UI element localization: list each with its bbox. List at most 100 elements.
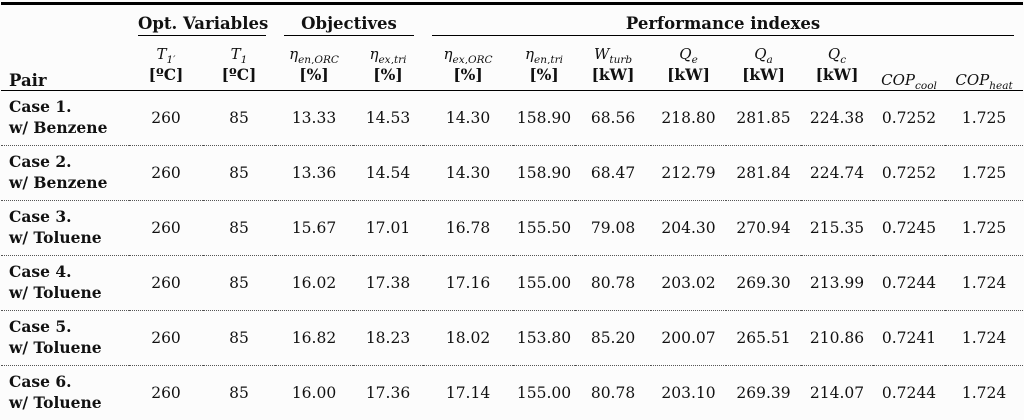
- table-row: Case 4. w/ Toluene 260 85 16.02 17.38 17.16 155…: [1, 255, 1024, 311]
- col-header-eta-en-orc: ηen,ORC: [289, 45, 339, 64]
- col-header-eta-ex-tri: ηex,tri: [369, 45, 407, 64]
- symbol-header-row: T1′ T1 ηen,ORC ηex,tri ηex,ORC ηen,tri W…: [1, 36, 1024, 91]
- unit-label: [ºC]: [203, 64, 275, 91]
- col-header-w-turb: Wturb: [593, 45, 633, 64]
- value-cell: 155.00: [513, 255, 576, 311]
- value-cell: 14.53: [353, 90, 424, 146]
- value-cell: 1.725: [945, 90, 1024, 146]
- value-cell: 210.86: [801, 310, 874, 366]
- pair-cell: Case 1. w/ Benzene: [1, 90, 129, 146]
- value-cell: 13.36: [275, 145, 353, 201]
- value-cell: 17.01: [353, 200, 424, 256]
- table-header: Pair Opt. Variables Objectives Performan…: [1, 3, 1024, 91]
- pair-cell: Case 4. w/ Toluene: [1, 255, 129, 311]
- unit-label: [%]: [423, 64, 514, 91]
- value-cell: 0.7241: [873, 310, 946, 366]
- working-fluid-label: w/ Toluene: [9, 338, 102, 357]
- value-cell: 85: [203, 145, 275, 201]
- col-header-cop-cool: COPcool: [873, 36, 946, 91]
- value-cell: 203.10: [661, 384, 716, 402]
- value-cell: 15.67: [275, 200, 353, 256]
- value-cell: 270.94: [726, 200, 802, 256]
- value-cell: 85: [229, 384, 249, 402]
- value-cell: 203.02: [651, 255, 727, 311]
- working-fluid-label: w/ Toluene: [9, 393, 102, 412]
- value-cell: 16.78: [423, 200, 514, 256]
- col-header-eta-ex-orc: ηex,ORC: [443, 45, 493, 64]
- value-cell: 85: [203, 90, 275, 146]
- value-cell: 85: [203, 310, 275, 366]
- value-cell: 0.7252: [873, 145, 946, 201]
- column-group-row: Pair Opt. Variables Objectives Performan…: [1, 3, 1023, 91]
- col-group-objectives: Objectives: [275, 4, 423, 36]
- col-header-t1-prime: T1′: [156, 45, 176, 64]
- value-cell: 68.56: [575, 90, 652, 146]
- case-label: Case 1.: [9, 97, 72, 117]
- pair-cell: Case 2. w/ Benzene: [1, 145, 129, 201]
- unit-label: [kW]: [726, 64, 802, 91]
- value-cell: 269.30: [726, 255, 802, 311]
- value-cell: 0.7244: [881, 384, 937, 402]
- pair-cell: Case 5. w/ Toluene: [1, 310, 129, 366]
- col-header-q-a: Qa: [754, 45, 773, 64]
- value-cell: 13.33: [275, 90, 353, 146]
- value-cell: 265.51: [726, 310, 802, 366]
- value-cell: 215.35: [801, 200, 874, 256]
- col-header-t1: T1: [230, 45, 248, 64]
- value-cell: 1.725: [945, 200, 1024, 256]
- value-cell: 218.80: [651, 90, 727, 146]
- value-cell: 68.47: [575, 145, 652, 201]
- col-group-performance-indexes: Performance indexes: [423, 4, 1023, 36]
- unit-label: [%]: [513, 64, 576, 91]
- value-cell: 281.85: [726, 90, 802, 146]
- case-label: Case 5.: [9, 317, 72, 337]
- value-cell: 18.23: [353, 310, 424, 366]
- value-cell: 85: [203, 200, 275, 256]
- case-label: Case 6.: [9, 372, 72, 392]
- value-cell: 1.725: [945, 145, 1024, 201]
- value-cell: 0.7252: [873, 90, 946, 146]
- value-cell: 158.90: [513, 145, 576, 201]
- value-cell: 17.38: [353, 255, 424, 311]
- value-cell: 260: [129, 255, 203, 311]
- value-cell: 17.36: [365, 384, 411, 402]
- value-cell: 153.80: [513, 310, 576, 366]
- col-header-q-e: Qe: [679, 45, 698, 64]
- col-group-label: Opt. Variables: [138, 10, 268, 36]
- unit-label: [kW]: [801, 64, 874, 91]
- value-cell: 200.07: [651, 310, 727, 366]
- value-cell: 80.78: [575, 255, 652, 311]
- col-header-cop-heat: COPheat: [945, 36, 1024, 91]
- case-label: Case 3.: [9, 207, 72, 227]
- pair-cell: Case 3. w/ Toluene: [1, 200, 129, 256]
- value-cell: 1.724: [961, 384, 1007, 402]
- table-row: Case 6. w/ Toluene 260 85 16.00 17.36 17.14 155…: [1, 366, 1023, 420]
- value-cell: 155.00: [516, 384, 572, 402]
- value-cell: 14.30: [423, 90, 514, 146]
- value-cell: 224.38: [801, 90, 874, 146]
- value-cell: 260: [151, 384, 181, 402]
- unit-label: [kW]: [651, 64, 727, 91]
- value-cell: 16.82: [275, 310, 353, 366]
- value-cell: 260: [129, 90, 203, 146]
- value-cell: 213.99: [801, 255, 874, 311]
- working-fluid-label: w/ Toluene: [9, 228, 102, 247]
- unit-header-row: [ºC] [ºC] [%] [%] [%] [%] [kW] [kW] [kW]…: [1, 64, 1023, 91]
- value-cell: 14.54: [353, 145, 424, 201]
- col-group-label: Performance indexes: [432, 10, 1015, 36]
- value-cell: 1.724: [945, 310, 1024, 366]
- value-cell: 0.7245: [873, 200, 946, 256]
- value-cell: 269.39: [736, 384, 791, 402]
- table-row: Case 5. w/ Toluene 260 85 16.82 18.23 18.02 153…: [1, 310, 1024, 366]
- value-cell: 0.7244: [873, 255, 946, 311]
- table-row: Case 1. w/ Benzene 260 85 13.33 14.53 14.30 158…: [1, 90, 1024, 146]
- table-body: Case 1. w/ Benzene 260 85 13.33 14.53 14.30 158…: [1, 90, 1024, 420]
- col-group-opt-variables: Opt. Variables: [129, 4, 275, 36]
- value-cell: 212.79: [651, 145, 727, 201]
- value-cell: 16.00: [291, 384, 337, 402]
- unit-label: [%]: [353, 64, 424, 91]
- value-cell: 155.50: [513, 200, 576, 256]
- value-cell: 158.90: [513, 90, 576, 146]
